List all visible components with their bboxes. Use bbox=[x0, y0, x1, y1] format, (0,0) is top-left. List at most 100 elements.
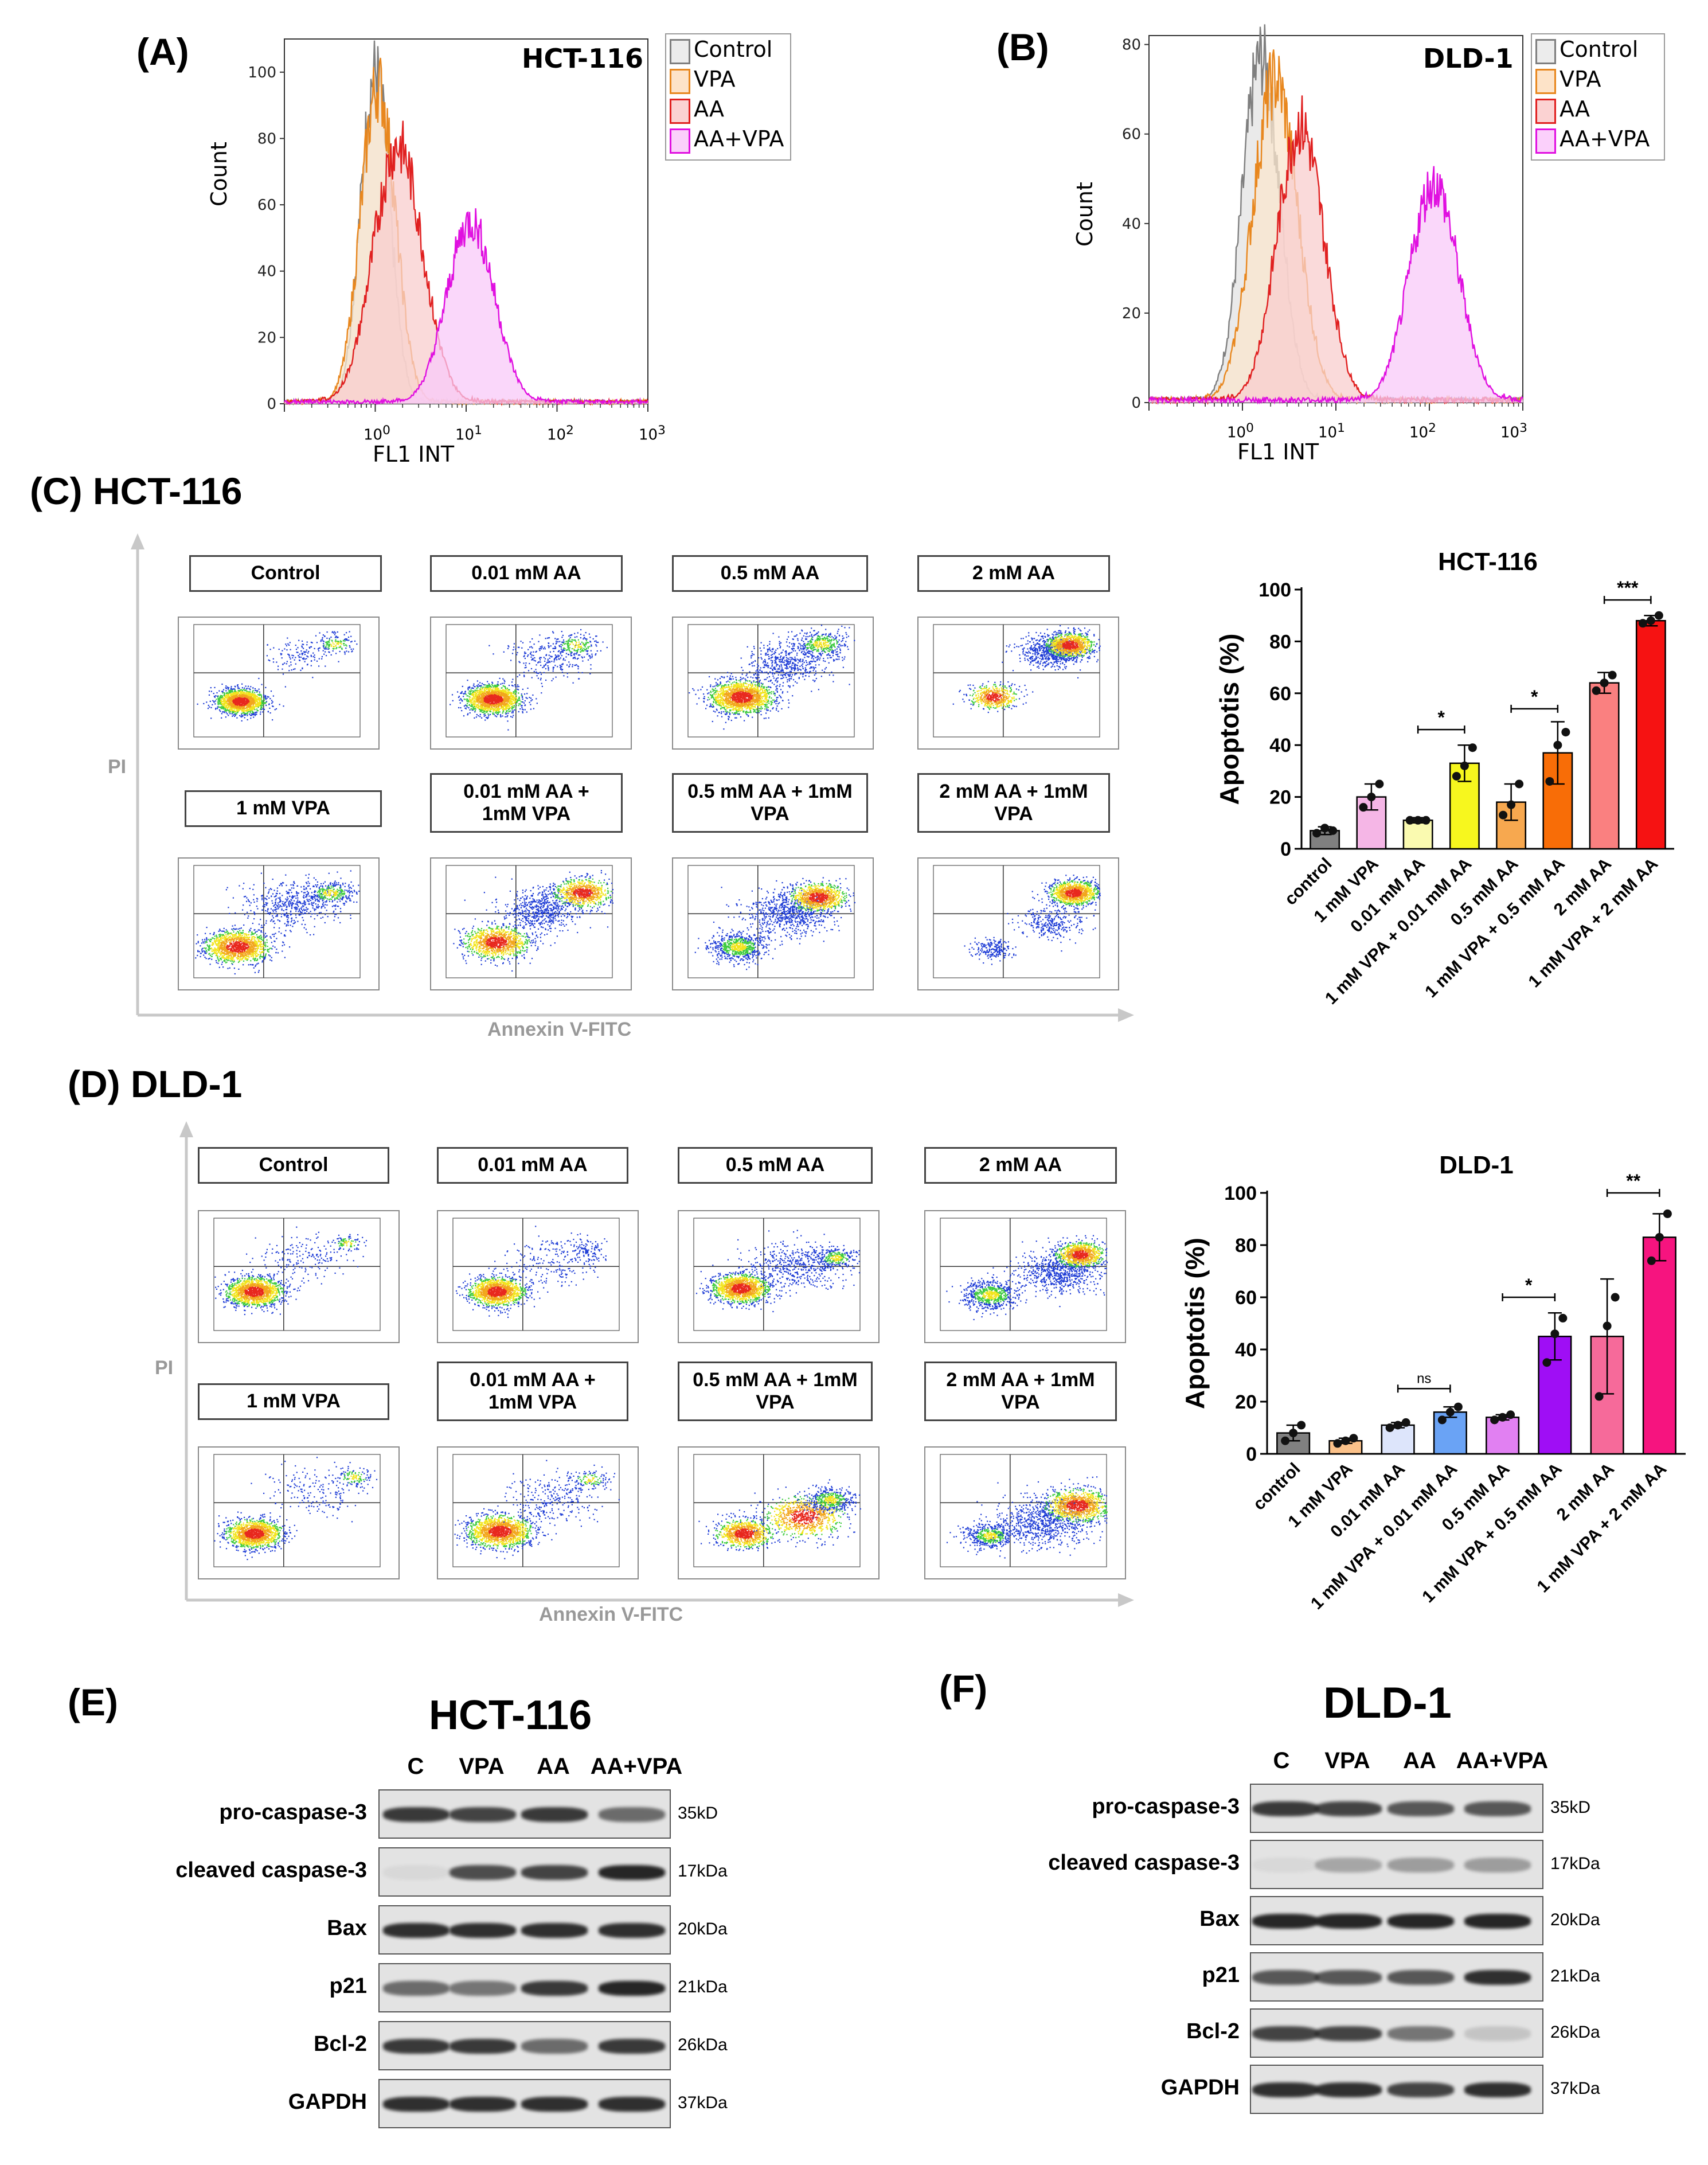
blot-band bbox=[1387, 1858, 1454, 1873]
molecular-weight-label: 26kDa bbox=[678, 2035, 728, 2055]
y-tick-label: 40 bbox=[1269, 735, 1291, 756]
molecular-weight-label: 35kD bbox=[678, 1804, 718, 1823]
legend-swatch-aa bbox=[670, 99, 690, 124]
blot-strip bbox=[1250, 1840, 1543, 1889]
data-point bbox=[1654, 611, 1663, 620]
legend-swatch-aa bbox=[1535, 99, 1556, 124]
histogram-a-ylabel: Count bbox=[206, 142, 232, 206]
significance-label: * bbox=[1525, 1275, 1533, 1296]
y-tick-label: 100 bbox=[248, 64, 276, 81]
y-tick-label: 0 bbox=[1280, 838, 1291, 860]
dotplot-events bbox=[214, 1226, 368, 1316]
dotplot-area bbox=[933, 865, 1100, 978]
blot-band bbox=[521, 1923, 588, 1938]
x-tick: 100 bbox=[1227, 421, 1254, 442]
condition-label: Control bbox=[198, 1147, 389, 1184]
condition-label: 0.01 mM AA + 1mM VPA bbox=[430, 773, 623, 833]
blot-band bbox=[521, 2097, 588, 2112]
blot-strip bbox=[378, 1963, 671, 2012]
legend-swatch-vpa bbox=[670, 69, 690, 94]
histogram-b-title: DLD-1 bbox=[1423, 43, 1514, 74]
dotplot-d-axes bbox=[179, 1121, 1134, 1607]
dotplot-events bbox=[455, 1226, 608, 1318]
lane-label: AA bbox=[1385, 1748, 1454, 1774]
condition-label: 0.5 mM AA + 1mM VPA bbox=[672, 773, 868, 833]
histogram-a-title: HCT-116 bbox=[522, 43, 643, 74]
dotplot-d-aa-0.01-vpa bbox=[437, 1446, 639, 1579]
condition-label: 0.5 mM AA bbox=[678, 1147, 873, 1184]
blot-band bbox=[450, 1865, 516, 1880]
dotplot-events bbox=[964, 875, 1101, 965]
legend-swatch-vpa bbox=[1535, 69, 1556, 94]
blot-band bbox=[450, 2039, 516, 2054]
x-tick: 102 bbox=[1409, 421, 1436, 442]
legend-label: AA+VPA bbox=[694, 126, 784, 151]
y-tick-label: 60 bbox=[1235, 1287, 1257, 1309]
histogram-fill bbox=[284, 208, 648, 404]
dotplot-c-aa-0.01 bbox=[430, 617, 632, 750]
data-point bbox=[1558, 1313, 1568, 1323]
data-point bbox=[1367, 793, 1376, 802]
dotplot-c-control bbox=[178, 617, 380, 750]
bar-chart-ylabel: Apoptotis (%) bbox=[1214, 634, 1244, 805]
data-point bbox=[1515, 779, 1524, 789]
data-point bbox=[1359, 803, 1368, 812]
condition-label: 0.5 mM AA + 1mM VPA bbox=[678, 1362, 873, 1421]
lane-label: VPA bbox=[1313, 1748, 1382, 1774]
dotplot-area bbox=[213, 1218, 381, 1331]
data-point bbox=[1600, 678, 1609, 688]
data-point bbox=[1608, 670, 1617, 680]
legend-label: VPA bbox=[694, 67, 735, 92]
blot-band bbox=[450, 2097, 516, 2112]
histogram-b-legend: Control VPA AA AA+VPA bbox=[1531, 33, 1665, 161]
lane-label: C bbox=[393, 1754, 439, 1780]
blot-strip bbox=[378, 1789, 671, 1839]
dotplot-events bbox=[197, 631, 358, 721]
data-point bbox=[1320, 824, 1330, 833]
data-point bbox=[1421, 816, 1431, 825]
dotplot-events bbox=[195, 870, 360, 975]
histogram-a: 0 20 40 60 80 100 Count FL1 INT HCT-116 100 1… bbox=[0, 0, 831, 482]
histogram-b-xticks: 100 101 102 103 bbox=[1149, 421, 1585, 444]
data-point bbox=[1375, 779, 1384, 789]
significance-label: ns bbox=[1417, 1371, 1431, 1386]
data-point bbox=[1507, 800, 1516, 809]
dotplot-area bbox=[940, 1218, 1107, 1331]
y-tick-label: 20 bbox=[1235, 1391, 1257, 1413]
blot-band bbox=[383, 2039, 450, 2054]
blot-band bbox=[521, 1865, 588, 1880]
significance-label: * bbox=[1438, 707, 1445, 728]
data-point bbox=[1468, 743, 1477, 752]
panel-label-e: (E) bbox=[68, 1680, 118, 1724]
y-tick-label: 80 bbox=[1269, 631, 1291, 653]
dotplot-d-aa-2-vpa bbox=[924, 1446, 1126, 1579]
dotplot-c-aa-2-vpa bbox=[917, 857, 1119, 990]
histogram-b-ylabel: Count bbox=[1072, 182, 1097, 247]
blot-f-title: DLD-1 bbox=[1323, 1678, 1452, 1728]
blot-band bbox=[599, 1981, 665, 1996]
dotplot-grid-d: PI Annexin V-FITC Control 0.01 mM AA 0.5… bbox=[0, 1107, 1147, 1635]
blot-band bbox=[1387, 1970, 1454, 1985]
bar bbox=[1642, 1236, 1676, 1455]
data-point bbox=[1542, 1358, 1551, 1367]
blot-strip bbox=[378, 1905, 671, 1955]
panel-label-d: (D) DLD-1 bbox=[68, 1062, 242, 1106]
data-point bbox=[1553, 740, 1562, 750]
blot-band bbox=[1464, 1914, 1531, 1929]
dotplot-d-yaxis-label: PI bbox=[155, 1357, 173, 1379]
dotplot-d-control bbox=[198, 1210, 400, 1343]
x-tick: 103 bbox=[1500, 421, 1527, 442]
protein-label: GAPDH bbox=[288, 2090, 367, 2115]
legend-swatch-aa-vpa bbox=[670, 128, 690, 154]
histogram-fill bbox=[1149, 166, 1523, 403]
bar bbox=[1486, 1417, 1520, 1455]
data-point bbox=[1545, 777, 1554, 786]
blot-band bbox=[1252, 2026, 1319, 2041]
data-point bbox=[1506, 1410, 1515, 1419]
data-point bbox=[1561, 728, 1570, 737]
dotplot-c-aa-0.5-vpa bbox=[672, 857, 874, 990]
blot-band bbox=[450, 1981, 516, 1996]
x-tick: 101 bbox=[1318, 421, 1345, 442]
significance-label: ** bbox=[1626, 1171, 1640, 1191]
blot-band bbox=[599, 1807, 665, 1822]
